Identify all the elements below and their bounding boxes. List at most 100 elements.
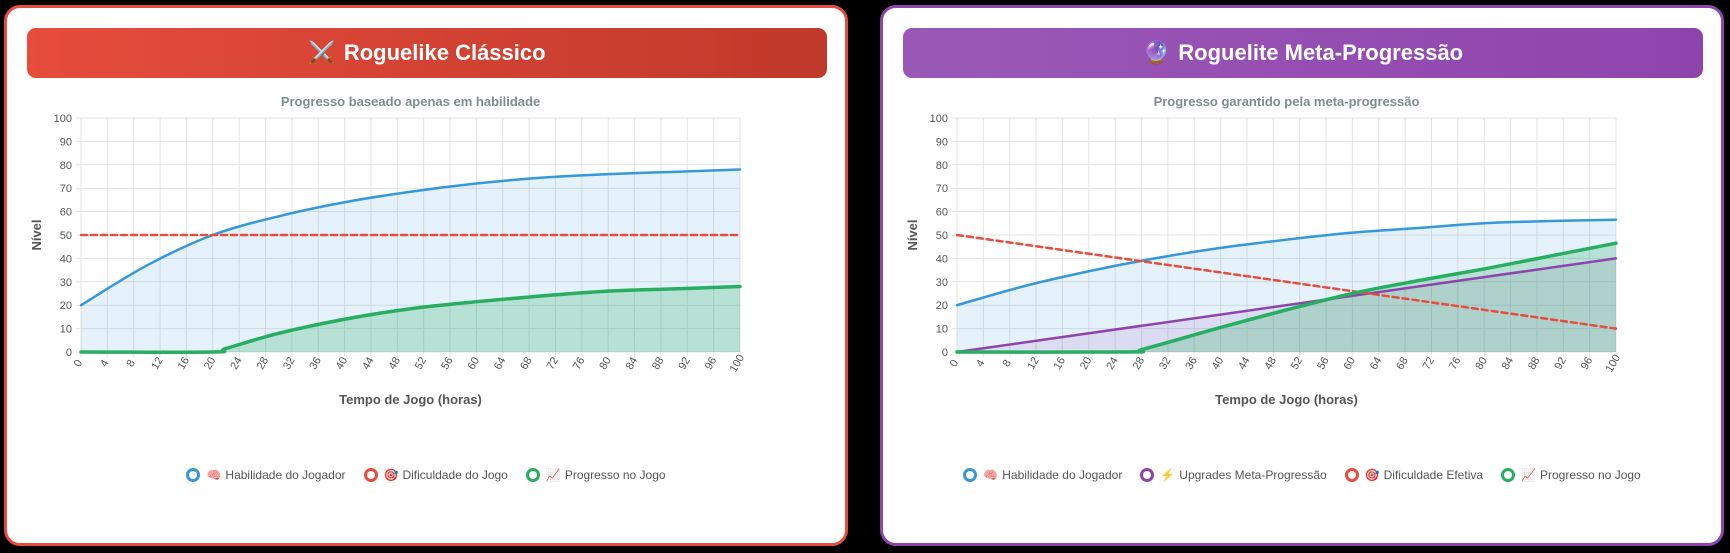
x-tick-label: 60: [466, 355, 483, 372]
legend-item[interactable]: 🧠 Habilidade do Jogador: [963, 468, 1122, 482]
legend-swatch: [186, 468, 201, 482]
y-axis-label: Nível: [29, 219, 44, 250]
y-tick-label: 0: [942, 347, 948, 359]
crossed-swords-icon: ⚔️: [308, 40, 336, 65]
series-line: [79, 168, 742, 307]
x-tick-label: 40: [1210, 355, 1227, 372]
y-tick-label: 10: [60, 324, 72, 336]
x-tick-label: 56: [1315, 355, 1332, 372]
card-title: Roguelike Clássico: [343, 40, 546, 65]
legend-item[interactable]: 📈 Progresso no Jogo: [1501, 468, 1641, 482]
x-tick-label: 16: [176, 355, 193, 372]
y-tick-label: 60: [60, 207, 72, 219]
roguelite-card: 🔮 Roguelite Meta-Progressão Progresso ga…: [880, 5, 1724, 546]
y-tick-label: 70: [936, 183, 948, 195]
x-tick-label: 24: [1104, 355, 1121, 372]
series-area: [81, 169, 740, 352]
x-tick-label: 72: [1421, 355, 1438, 372]
y-tick-label: 30: [936, 277, 948, 289]
legend-label: Progresso no Jogo: [1539, 468, 1641, 482]
progress-chart: Progresso baseado apenas em habilidade 0 1…: [29, 94, 748, 407]
grid: [76, 117, 741, 357]
crystal-ball-icon: 🔮: [1142, 40, 1171, 65]
x-tick-label: 12: [1025, 355, 1042, 372]
y-tick-label: 90: [936, 136, 948, 148]
chart-legend: 🧠 Habilidade do Jogador 🎯 Dificuldade do Jo…: [7, 468, 845, 482]
x-tick-label: 48: [1262, 355, 1279, 372]
legend-swatch: [1140, 468, 1155, 482]
x-tick-label: 48: [386, 355, 403, 372]
legend-swatch: [525, 468, 540, 482]
x-tick-label: 64: [492, 355, 509, 372]
x-tick-label: 16: [1052, 355, 1069, 372]
x-tick-label: 64: [1368, 355, 1385, 372]
x-tick-label: 84: [624, 355, 641, 372]
x-tick-label: 96: [703, 355, 720, 372]
legend-label: Habilidade do Jogador: [225, 468, 346, 482]
legend-emoji-icon: 🎯: [383, 468, 399, 482]
x-tick-label: 76: [571, 355, 588, 372]
x-tick-label: 52: [413, 355, 430, 372]
series-line: [955, 233, 1618, 330]
x-tick-label: 8: [124, 358, 137, 369]
y-tick-label: 10: [936, 324, 948, 336]
legend-item[interactable]: 📈 Progresso no Jogo: [525, 468, 666, 482]
y-tick-label: 20: [936, 300, 948, 312]
card-header: ⚔️ Roguelike Clássico: [27, 28, 827, 78]
x-tick-label: 80: [597, 355, 614, 372]
y-tick-label: 0: [66, 347, 72, 359]
series-line: [79, 284, 742, 355]
y-tick-label: 90: [60, 136, 72, 148]
x-tick-label: 24: [228, 355, 245, 372]
x-tick-label: 4: [98, 358, 111, 369]
legend-swatch: [963, 468, 978, 482]
card-title: Roguelite Meta-Progressão: [1178, 40, 1464, 65]
y-tick-label: 40: [936, 253, 948, 265]
x-tick-label: 12: [149, 355, 166, 372]
chart-title: Progresso garantido pela meta-progressão: [1154, 94, 1420, 109]
legend-item[interactable]: 🎯 Dificuldade Efetiva: [1344, 468, 1484, 482]
x-tick-label: 40: [334, 355, 351, 372]
legend-item[interactable]: 🧠 Habilidade do Jogador: [186, 468, 346, 482]
x-tick-label: 36: [1183, 355, 1200, 372]
y-tick-label: 70: [60, 183, 72, 195]
y-tick-label: 100: [930, 113, 948, 125]
series-area: [81, 286, 740, 353]
legend-item[interactable]: 🎯 Dificuldade do Jogo: [363, 468, 508, 482]
y-tick-label: 20: [60, 300, 72, 312]
legend-item[interactable]: ⚡ Upgrades Meta-Progressão: [1140, 468, 1327, 482]
legend-emoji-icon: 📈: [545, 468, 561, 482]
x-tick-label: 52: [1289, 355, 1306, 372]
chart-title: Progresso baseado apenas em habilidade: [281, 94, 540, 109]
legend-emoji-icon: 📈: [1521, 468, 1536, 482]
legend-emoji-icon: 🧠: [983, 468, 999, 482]
legend-emoji-icon: 🧠: [206, 468, 222, 482]
y-tick-label: 40: [60, 253, 72, 265]
legend-swatch: [1344, 468, 1359, 482]
roguelike-card: ⚔️ Roguelike Clássico Progresso baseado …: [4, 5, 848, 546]
x-tick-label: 88: [650, 355, 667, 372]
legend-label: Dificuldade Efetiva: [1383, 468, 1484, 482]
x-tick-label: 68: [518, 355, 535, 372]
series-line: [955, 257, 1618, 354]
legend-label: Upgrades Meta-Progressão: [1179, 468, 1327, 482]
legend-label: Progresso no Jogo: [564, 468, 666, 482]
x-tick-label: 4: [974, 358, 987, 369]
y-tick-label: 50: [60, 230, 72, 242]
y-tick-label: 100: [54, 113, 72, 125]
x-tick-label: 44: [1236, 355, 1253, 372]
x-tick-label: 56: [439, 355, 456, 372]
chart-legend: 🧠 Habilidade do Jogador ⚡ Upgrades Meta-Pro…: [883, 468, 1721, 482]
legend-label: Habilidade do Jogador: [1002, 468, 1123, 482]
x-tick-label: 72: [545, 355, 562, 372]
y-axis-label: Nível: [905, 219, 920, 250]
x-tick-label: 100: [728, 353, 748, 375]
x-tick-label: 76: [1447, 355, 1464, 372]
legend-swatch: [1501, 468, 1516, 482]
y-tick-label: 60: [936, 207, 948, 219]
x-tick-label: 28: [255, 355, 272, 372]
x-tick-label: 8: [1000, 358, 1013, 369]
x-tick-label: 100: [1604, 353, 1624, 375]
x-tick-label: 28: [1131, 355, 1148, 372]
legend-label: Dificuldade do Jogo: [402, 468, 508, 482]
